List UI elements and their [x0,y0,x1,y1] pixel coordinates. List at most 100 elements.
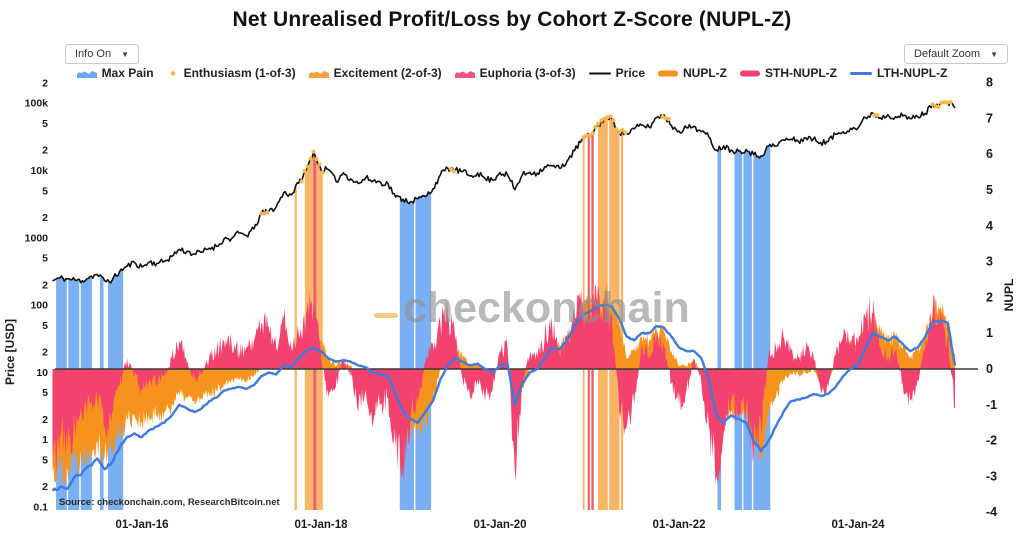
x-axis-tick: 01-Jan-16 [115,519,168,531]
y-left-tick: 2 [42,212,48,224]
source-note: Source: checkonchain.com, ResearchBitcoi… [59,497,280,508]
enthusiasm-marker [451,169,456,174]
y-left-tick: 2 [42,481,48,493]
y-right-tick: -4 [986,505,997,519]
y-left-tick: 5 [42,185,48,197]
area-swatch-icon [308,69,329,78]
lth-nupl-z-line [51,303,957,492]
y-right-tick: -3 [986,469,997,483]
enthusiasm-marker [311,149,316,154]
y-left-tick: 5 [42,320,48,332]
y-left-tick: 0.1 [33,502,48,514]
legend-item-price[interactable]: Price [588,66,645,80]
legend-item-nupl-z[interactable]: NUPL-Z [658,66,727,80]
enthusiasm-marker [317,162,322,167]
y-left-tick: 10k [30,165,48,177]
chevron-down-icon: ▼ [990,49,998,59]
enthusiasm-marker [581,135,586,140]
y-left-tick: 5 [42,454,48,466]
y-right-tick: 0 [986,362,993,376]
y-right-axis-title: NUPL [1002,279,1016,312]
enthusiasm-marker [614,127,619,132]
legend-item-excitement-2-of-3[interactable]: Excitement (2-of-3) [308,66,442,80]
y-right-tick: 4 [986,219,993,233]
enthusiasm-marker [584,133,589,138]
y-left-tick: 100 [30,300,48,312]
y-right-tick: -1 [986,398,997,412]
y-left-tick: 2 [42,77,48,89]
chevron-down-icon: ▼ [121,49,129,59]
y-right-tick: 1 [986,326,993,340]
dot-swatch-icon [167,69,179,78]
x-axis-tick: 01-Jan-20 [473,519,526,531]
y-right-tick: 8 [986,76,993,90]
enthusiasm-marker [587,133,592,138]
legend: Max Pain Enthusiasm (1-of-3) Excitement … [0,66,1024,80]
line-swatch-icon [850,69,872,78]
enthusiasm-marker [948,100,953,105]
enthusiasm-marker [875,113,880,118]
max-pain-band [753,144,771,510]
enthusiasm-marker [259,211,264,216]
legend-item-max-pain[interactable]: Max Pain [76,66,154,80]
nupl-z-area [52,283,955,484]
y-left-tick: 1 [42,434,48,446]
excitement-band [620,130,624,510]
enthusiasm-marker [611,118,616,123]
max-pain-band [415,191,432,510]
x-axis-tick: 01-Jan-18 [294,519,348,531]
enthusiasm-marker [305,164,310,169]
y-left-axis-title: Price [USD] [3,319,17,385]
price-line [52,101,956,284]
area-swatch-icon [454,69,475,78]
enthusiasm-marker [302,169,307,174]
zoom-dropdown[interactable]: Default Zoom ▼ [904,44,1008,64]
y-left-tick: 2 [42,279,48,291]
max-pain-band [743,149,752,510]
y-left-tick: 2 [42,145,48,157]
legend-item-sth-nupl-z[interactable]: STH-NUPL-Z [740,66,837,80]
x-axis-tick: 01-Jan-22 [652,519,705,531]
area-swatch-icon [740,69,760,78]
y-left-tick: 2 [42,414,48,426]
max-pain-band [734,149,743,510]
enthusiasm-marker [617,129,622,135]
y-right-tick: 2 [986,290,993,304]
y-left-tick: 10 [36,367,48,379]
y-left-tick: 2 [42,347,48,359]
y-left-tick: 5 [42,387,48,399]
y-left-tick: 5 [42,118,48,130]
enthusiasm-marker [936,104,941,109]
y-right-tick: 3 [986,255,993,269]
y-left-tick: 1000 [25,232,49,244]
enthusiasm-marker [314,157,319,162]
enthusiasm-marker [620,128,625,133]
enthusiasm-marker [596,121,601,126]
enthusiasm-marker [593,124,598,129]
enthusiasm-marker [320,170,325,175]
enthusiasm-marker [930,102,935,107]
page-title: Net Unrealised Profit/Loss by Cohort Z-S… [232,8,792,31]
legend-item-euphoria-3-of-3[interactable]: Euphoria (3-of-3) [454,66,576,80]
y-left-tick: 5 [42,253,48,265]
y-left-tick: 100k [25,98,49,110]
y-right-tick: -2 [986,434,997,448]
enthusiasm-marker [590,131,595,136]
area-swatch-icon [76,69,97,78]
enthusiasm-marker [299,179,304,184]
enthusiasm-marker [448,166,453,171]
zoom-dropdown-label: Default Zoom [914,48,981,60]
legend-item-enthusiasm-1-of-3[interactable]: Enthusiasm (1-of-3) [167,66,296,80]
enthusiasm-marker [666,116,671,122]
info-dropdown[interactable]: Info On ▼ [65,44,139,64]
enthusiasm-marker [308,156,313,161]
legend-item-lth-nupl-z[interactable]: LTH-NUPL-Z [850,66,947,80]
y-right-tick: 7 [986,111,993,125]
excitement-band [316,159,323,510]
enthusiasm-marker [265,210,270,215]
info-dropdown-label: Info On [75,48,112,60]
enthusiasm-marker [608,114,613,119]
y-right-tick: 6 [986,147,993,161]
